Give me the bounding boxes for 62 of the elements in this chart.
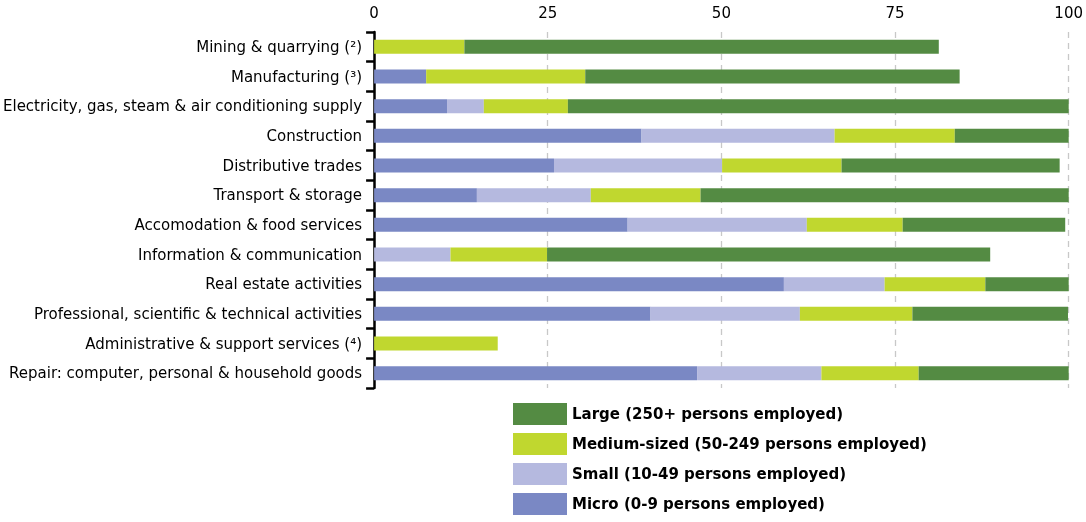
bar	[590, 188, 701, 203]
bar	[841, 158, 1060, 173]
bar	[821, 366, 919, 381]
bar	[450, 247, 548, 262]
bar	[374, 39, 465, 54]
bar	[912, 306, 1068, 321]
y-tick-label: Real estate activities	[205, 275, 363, 294]
y-tick-label: Manufacturing (³)	[230, 67, 363, 86]
legend-label: Micro (0-9 persons employed)	[572, 495, 825, 513]
bar	[627, 217, 807, 232]
x-tick-label: 100	[1054, 3, 1084, 22]
y-tick-label: Electricity, gas, steam & air conditioning supply	[3, 97, 363, 116]
bar	[374, 247, 451, 262]
legend-label: Small (10-49 persons employed)	[572, 465, 847, 483]
bar	[547, 247, 991, 262]
bar	[374, 366, 698, 381]
bar	[464, 39, 939, 54]
legend-label: Large (250+ persons employed)	[572, 405, 844, 423]
bar	[834, 128, 955, 143]
bar	[567, 99, 1069, 114]
bar	[374, 158, 554, 173]
y-tick-label: Distributive trades	[222, 156, 363, 175]
bar	[641, 128, 835, 143]
y-tick-label: Professional, scientific & technical activities	[33, 304, 363, 323]
bar	[954, 128, 1069, 143]
bar	[700, 188, 1069, 203]
bar	[374, 99, 448, 114]
bar	[902, 217, 1066, 232]
bar	[585, 69, 960, 84]
bar	[426, 69, 586, 84]
y-tick-label: Repair: computer, personal & household goods	[9, 364, 363, 383]
x-tick-label: 0	[369, 3, 379, 22]
bar	[374, 69, 427, 84]
bar	[985, 277, 1069, 292]
bar	[799, 306, 913, 321]
y-tick-label: Construction	[266, 126, 363, 145]
bar	[374, 277, 784, 292]
bar	[783, 277, 885, 292]
bar	[722, 158, 842, 173]
bar	[374, 306, 651, 321]
bar	[697, 366, 822, 381]
bar	[374, 128, 642, 143]
bar	[884, 277, 986, 292]
y-tick-label: Administrative & support services (⁴)	[85, 334, 363, 353]
y-tick-label: Mining & quarrying (²)	[196, 37, 363, 56]
x-tick-label: 25	[538, 3, 558, 22]
bar	[918, 366, 1069, 381]
x-tick-label: 50	[711, 3, 731, 22]
bar	[476, 188, 591, 203]
y-tick-label: Information & communication	[138, 245, 363, 264]
bar	[374, 188, 477, 203]
legend-label: Medium-sized (50-249 persons employed)	[572, 435, 927, 453]
bar	[650, 306, 800, 321]
bar	[806, 217, 903, 232]
bar	[553, 158, 723, 173]
x-tick-label: 75	[885, 3, 905, 22]
y-tick-label: Accomodation & food services	[134, 215, 363, 234]
bar	[483, 99, 568, 114]
bar	[374, 336, 498, 351]
y-tick-label: Transport & storage	[212, 186, 363, 205]
bar	[447, 99, 484, 114]
bar	[374, 217, 628, 232]
